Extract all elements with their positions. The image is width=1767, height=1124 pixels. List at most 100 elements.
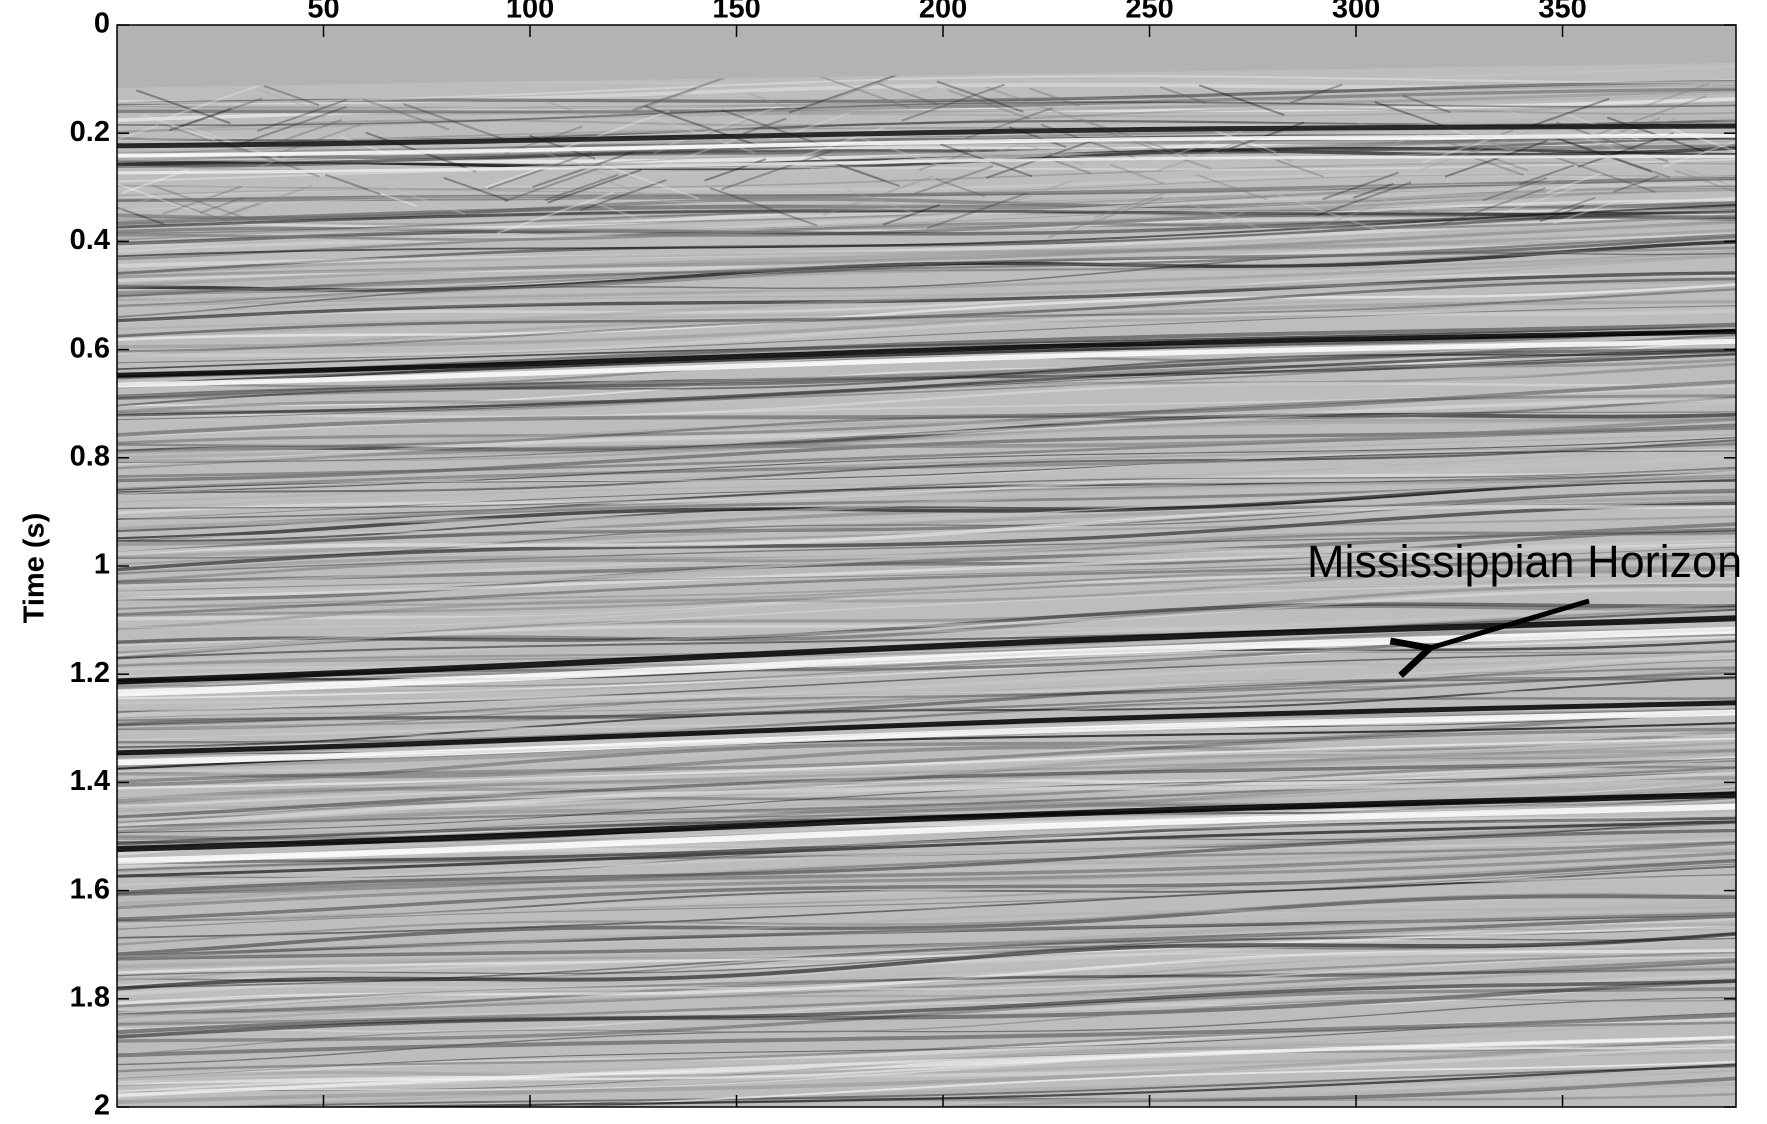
texture-line [117,581,1736,647]
texture-noise [1275,159,1324,178]
texture-line [117,381,1736,419]
texture-line [117,214,1736,241]
texture-line [117,209,1736,229]
texture-noise [552,110,670,153]
texture-line [117,931,1736,991]
texture-line [199,1065,1736,1107]
texture-line [117,181,1736,251]
texture-line [117,1035,1736,1097]
texture-noise [599,177,691,212]
texture-noise [1092,126,1213,171]
y-axis-label: Time (s) [19,513,51,624]
texture-line [117,353,1736,421]
texture-line [483,1060,1736,1107]
y-tick-label: 1.2 [70,657,110,689]
texture-line [117,890,1736,954]
texture-line [117,439,1736,495]
texture-noise [1316,181,1412,217]
texture-line [117,765,1736,825]
texture-line [117,271,1736,323]
texture-noise [1199,84,1285,116]
texture-line [117,466,1736,510]
texture-line [117,256,1736,314]
texture-noise [1196,173,1268,201]
texture-line [117,848,1736,906]
texture-line [117,286,1736,358]
texture-line [117,82,1736,112]
texture-noise [947,88,1031,120]
texture-line [117,978,1736,1035]
y-tick-label: 0 [94,8,110,40]
texture-line [117,752,1736,812]
texture-line [117,253,1736,308]
texture-line [117,893,1736,946]
texture-line [117,522,1736,585]
y-tick-label: 0.4 [70,224,110,256]
texture-noise [1518,164,1575,186]
texture-line [117,183,1736,212]
texture-line [117,905,1736,958]
texture-line [117,652,1736,717]
texture-line [117,75,1736,104]
texture-noise [1047,196,1164,239]
texture-noise [720,149,833,191]
texture-line [117,874,1736,927]
texture-line [117,567,1736,610]
texture-line [117,379,1736,438]
texture-noise [487,151,593,190]
y-tick-label: 1.6 [70,873,110,905]
texture-line [117,828,1736,895]
texture-line [117,925,1736,974]
texture-line [117,932,1736,983]
texture-line [117,947,1736,1011]
texture-line [117,488,1736,555]
texture-line [934,1082,1736,1107]
texture-line [117,239,1736,307]
texture-noise [1552,136,1652,173]
x-tick-label: 200 [919,0,967,25]
reflector [117,615,1736,685]
texture-line [117,602,1736,644]
texture-noise [1662,140,1736,168]
texture-noise [815,155,885,182]
texture-noise [117,179,204,212]
texture-line [117,839,1736,887]
texture-line [117,411,1736,464]
texture-line [117,583,1736,655]
top-mute [117,25,1736,88]
texture-line [117,339,1736,407]
texture-line [117,608,1736,660]
texture-noise [1552,199,1619,225]
y-tick-label: 1.8 [70,981,110,1013]
x-tick-label: 150 [712,0,760,25]
texture-line [117,187,1736,239]
x-tick-label: 50 [307,0,339,25]
texture-line [117,468,1736,520]
texture-noise [1378,196,1421,213]
texture-line [117,951,1736,1016]
texture-line [117,1013,1736,1058]
texture-noise [544,173,619,202]
texture-noise [1529,97,1610,128]
texture-noise [845,188,924,218]
texture-noise [704,158,767,182]
texture-line [117,394,1736,445]
texture-line [117,273,1736,324]
texture-noise [966,147,1026,170]
x-tick-label: 250 [1125,0,1173,25]
texture-line [117,816,1736,865]
texture-line [117,162,1736,190]
texture-line [117,468,1736,515]
texture-line [117,873,1736,939]
texture-noise [174,97,263,130]
reflector [117,338,1736,388]
texture-line [117,162,1736,192]
reflector [117,329,1736,378]
texture-line [117,949,1736,1005]
texture-line [117,546,1736,593]
texture-noise [532,150,635,189]
texture-noise [485,166,543,189]
texture-noise [1644,82,1710,108]
texture-noise [199,196,245,214]
